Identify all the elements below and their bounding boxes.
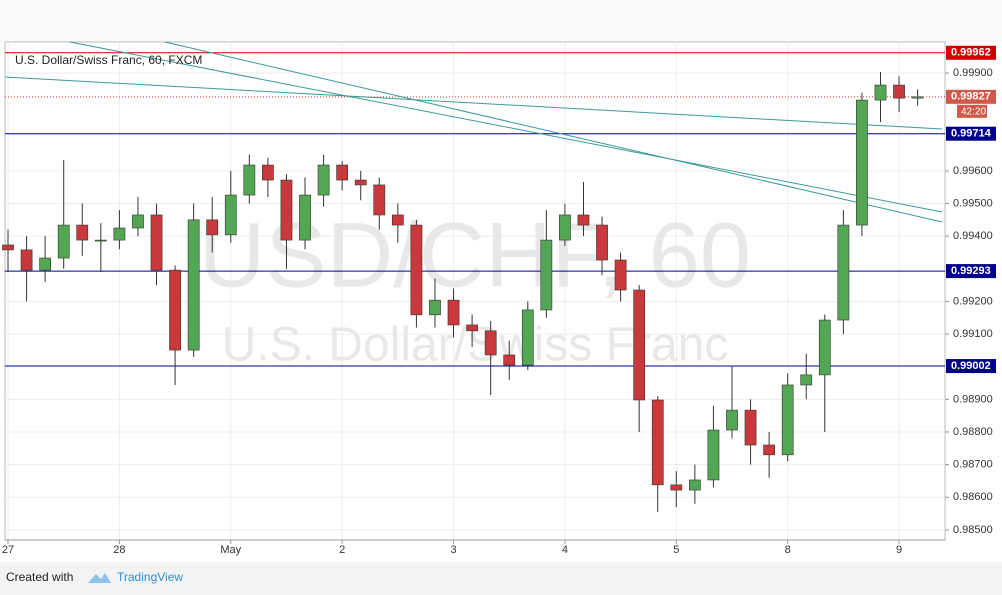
- candle-body: [688, 479, 701, 491]
- candle-body: [447, 299, 460, 326]
- candle-body: [559, 214, 571, 241]
- trend-lines: [4, 41, 943, 223]
- y-tick-label: 0.98900: [953, 393, 993, 405]
- candle-body: [132, 214, 144, 229]
- y-tick-label: 0.98800: [953, 426, 993, 438]
- candle-body: [818, 319, 831, 376]
- candle-body: [614, 259, 627, 291]
- x-tick-label: 2: [339, 544, 345, 556]
- candle-body: [224, 194, 237, 236]
- candle-body: [781, 384, 794, 456]
- y-tick-label: 0.99100: [953, 328, 993, 340]
- level-label: 0.99293: [951, 265, 991, 277]
- candle-body: [577, 214, 590, 226]
- y-tick-label: 0.99600: [953, 165, 993, 177]
- footer-prefix: Created with: [6, 570, 73, 584]
- candle-body: [429, 299, 441, 316]
- candle-body: [243, 164, 256, 196]
- plot-area: [4, 41, 946, 541]
- candle-body: [596, 224, 608, 261]
- candle-body: [299, 194, 311, 241]
- candle-body: [837, 224, 850, 321]
- chart-title: U.S. Dollar/Swiss Franc, 60, FXCM: [15, 53, 202, 67]
- candle-body: [670, 484, 683, 491]
- x-tick-label: 28: [113, 544, 125, 556]
- countdown-box: [957, 104, 987, 118]
- candle-body: [856, 99, 868, 226]
- candle-body: [651, 399, 664, 486]
- tradingview-logo[interactable]: [88, 573, 111, 583]
- candle-body: [466, 324, 478, 332]
- candle-body: [707, 429, 720, 481]
- x-tick-label: 27: [2, 544, 14, 556]
- candle-body: [484, 330, 497, 356]
- y-tick-label: 0.98500: [953, 524, 993, 536]
- y-tick-label: 0.98700: [953, 459, 993, 471]
- candle-body: [280, 179, 293, 241]
- candle-body: [874, 84, 887, 101]
- candle-body: [150, 214, 163, 271]
- candle-body: [169, 269, 181, 351]
- trend-line: [69, 41, 943, 213]
- last-price-box: [946, 89, 996, 104]
- candle-body: [410, 224, 423, 316]
- x-tick-label: 3: [450, 544, 456, 556]
- level-label-box: [946, 359, 996, 374]
- footer-brand[interactable]: TradingView: [117, 570, 183, 584]
- candle-body: [540, 239, 553, 311]
- y-tick-label: 0.98600: [953, 491, 993, 503]
- candle-body: [763, 444, 775, 456]
- candle-body: [39, 257, 52, 271]
- candle-body: [911, 96, 924, 99]
- axes: 0.98500 0.98600 0.98700 0.98800 0.98900 0.991…: [2, 45, 996, 556]
- y-tick-label: 0.99500: [953, 197, 993, 209]
- candle-body: [113, 227, 126, 241]
- level-label-box: [946, 45, 996, 60]
- candle-body: [262, 164, 274, 181]
- candle-body: [503, 354, 516, 366]
- candle-body: [20, 249, 33, 271]
- trend-line: [164, 41, 943, 223]
- levels: [5, 52, 945, 367]
- trend-line: [4, 76, 943, 130]
- level-label: 0.99714: [951, 128, 992, 140]
- candle-body: [726, 409, 738, 431]
- candle-body: [57, 224, 70, 259]
- top-bar: [0, 0, 1002, 42]
- y-tick-label: 0.99400: [953, 230, 993, 242]
- candle-body: [744, 409, 757, 446]
- candle-body: [76, 224, 89, 241]
- candle-body: [893, 84, 905, 99]
- candle-body: [354, 179, 367, 186]
- x-tick-label: 5: [673, 544, 679, 556]
- x-tick-label: 9: [896, 544, 902, 556]
- candle-body: [2, 244, 14, 251]
- candle-body: [206, 219, 219, 236]
- y-tick-label: 0.99200: [953, 295, 993, 307]
- footer-bar: [0, 562, 1002, 595]
- candle-body: [336, 164, 349, 181]
- candle-body: [633, 289, 646, 401]
- candles: [2, 72, 924, 512]
- level-label: 0.99002: [951, 360, 991, 372]
- level-label-box: [946, 126, 996, 141]
- level-label-box: [946, 264, 996, 279]
- y-tick-label: 0.99900: [953, 67, 993, 79]
- candle-body: [391, 214, 404, 226]
- grid: [5, 42, 945, 540]
- countdown-label: 42:20: [961, 106, 986, 117]
- candle-body: [800, 374, 813, 386]
- candle-body: [373, 184, 386, 216]
- x-tick-label: 4: [562, 544, 568, 556]
- x-tick-label: 8: [785, 544, 791, 556]
- candle-body: [317, 164, 330, 196]
- x-tick-label: May: [220, 544, 241, 556]
- candle-body: [94, 239, 107, 242]
- last-price-label: 0.99827: [951, 91, 991, 103]
- level-label: 0.99962: [951, 47, 991, 59]
- candle-body: [187, 219, 200, 351]
- candle-body: [521, 309, 534, 366]
